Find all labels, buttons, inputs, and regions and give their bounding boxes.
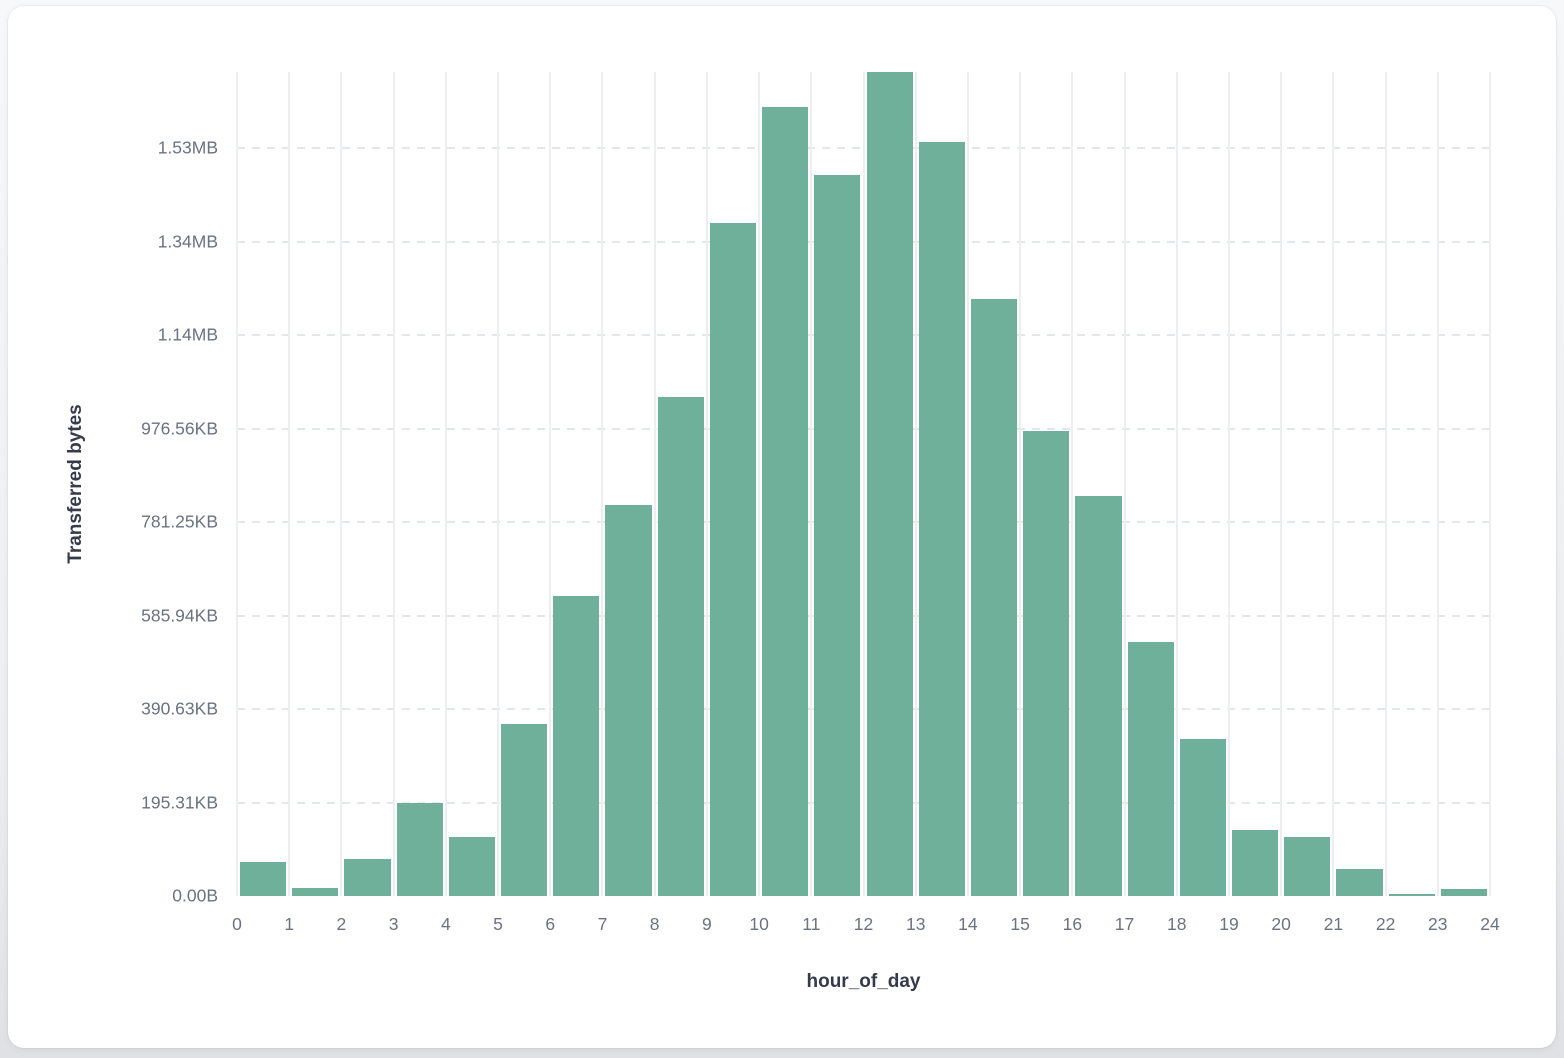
x-tick-label: 2 xyxy=(336,914,347,934)
v-gridline xyxy=(236,72,238,896)
plot-area: hour_of_day 0.00B 195.31KB 390.63KB 585.94K… xyxy=(141,72,1500,992)
x-tick-label: 24 xyxy=(1480,914,1500,934)
x-tick-label: 3 xyxy=(388,914,399,934)
v-gridline xyxy=(966,72,969,896)
bar-hour-18[interactable] xyxy=(1179,739,1226,896)
x-tick-label: 9 xyxy=(702,914,712,934)
y-tick-label: 0.00B xyxy=(172,885,218,906)
x-tick-label: 17 xyxy=(1114,914,1135,934)
bar-hour-5[interactable] xyxy=(501,724,548,896)
y-tick-label: 1.34MB xyxy=(157,231,218,252)
bar-hour-13[interactable] xyxy=(918,142,965,896)
bar-hour-10[interactable] xyxy=(762,107,809,896)
bar-hour-17[interactable] xyxy=(1127,641,1174,896)
v-gridline xyxy=(1332,72,1335,896)
x-tick-label: 10 xyxy=(749,914,769,934)
bar-hour-20[interactable] xyxy=(1284,837,1331,896)
v-gridline xyxy=(653,72,656,896)
bar-hour-11[interactable] xyxy=(814,175,861,896)
v-gridline xyxy=(392,72,395,896)
v-gridline xyxy=(914,72,917,896)
x-tick-label: 20 xyxy=(1271,914,1291,934)
y-tick-label: 195.31KB xyxy=(141,792,218,813)
bar-hour-7[interactable] xyxy=(605,505,652,896)
v-gridline xyxy=(1227,72,1230,896)
x-tick-label: 14 xyxy=(958,914,978,934)
y-tick-label: 976.56KB xyxy=(141,418,218,439)
v-gridline xyxy=(340,72,343,896)
bar-hour-14[interactable] xyxy=(970,298,1018,896)
bar-hour-0[interactable] xyxy=(240,862,287,896)
x-tick-label: 16 xyxy=(1062,914,1083,934)
bar-hour-6[interactable] xyxy=(553,595,600,896)
bar-hour-21[interactable] xyxy=(1336,868,1383,896)
x-tick-label: 12 xyxy=(853,914,874,934)
bar-hour-3[interactable] xyxy=(396,803,443,896)
chart-card: Transferred bytes hour_of_day 0.00B 195.3… xyxy=(8,6,1556,1048)
x-tick-label: 8 xyxy=(649,914,660,934)
bar-hour-23[interactable] xyxy=(1440,889,1487,896)
bar-hour-19[interactable] xyxy=(1231,830,1279,896)
y-axis-title: Transferred bytes xyxy=(65,404,86,564)
x-tick-label: 4 xyxy=(440,914,451,934)
x-tick-label: 22 xyxy=(1375,914,1396,934)
bar-hour-22[interactable] xyxy=(1388,894,1435,896)
v-gridline xyxy=(1175,72,1178,896)
x-tick-label: 13 xyxy=(905,914,926,934)
v-gridline xyxy=(1384,72,1387,896)
x-tick-label: 19 xyxy=(1219,914,1239,934)
x-tick-label: 0 xyxy=(232,914,242,934)
v-gridline xyxy=(1019,72,1022,896)
x-tick-label: 1 xyxy=(284,914,295,934)
v-gridline xyxy=(1436,72,1439,896)
bar-hour-8[interactable] xyxy=(657,396,704,896)
v-gridline xyxy=(444,72,447,896)
x-axis-title: hour_of_day xyxy=(806,971,921,992)
x-tick-label: 21 xyxy=(1323,914,1344,934)
x-tick-label: 11 xyxy=(802,914,821,934)
x-tick-label: 5 xyxy=(493,914,503,934)
v-gridline xyxy=(810,72,813,896)
x-tick-label: 23 xyxy=(1428,914,1448,934)
x-tick-label: 15 xyxy=(1010,914,1030,934)
y-tick-label: 585.94KB xyxy=(141,605,218,626)
v-gridline xyxy=(1071,72,1074,896)
bar-hour-12[interactable] xyxy=(866,72,913,896)
v-gridline xyxy=(497,72,500,896)
y-tick-label: 781.25KB xyxy=(141,511,218,532)
v-gridline xyxy=(1489,72,1491,896)
v-gridline xyxy=(288,72,291,896)
bar-hour-2[interactable] xyxy=(344,859,391,896)
y-tick-label: 1.53MB xyxy=(157,137,218,158)
y-tick-label: 1.14MB xyxy=(157,324,218,345)
x-tick-label: 18 xyxy=(1167,914,1187,934)
v-gridline xyxy=(862,72,865,896)
y-tick-label: 390.63KB xyxy=(141,698,218,719)
bar-hour-9[interactable] xyxy=(709,222,757,896)
bar-hour-16[interactable] xyxy=(1075,495,1122,896)
v-gridline xyxy=(1123,72,1126,896)
x-tick-label: 6 xyxy=(545,914,556,934)
bar-hour-15[interactable] xyxy=(1023,430,1070,896)
v-gridline xyxy=(1280,72,1283,896)
y-axis-title-wrap: Transferred bytes xyxy=(54,72,98,896)
bar-hour-1[interactable] xyxy=(292,888,339,896)
x-tick-label: 7 xyxy=(597,914,608,934)
v-gridline xyxy=(601,72,604,896)
v-gridline xyxy=(705,72,708,896)
bar-hour-4[interactable] xyxy=(448,837,496,896)
v-gridline xyxy=(758,72,761,896)
v-gridline xyxy=(549,72,552,896)
